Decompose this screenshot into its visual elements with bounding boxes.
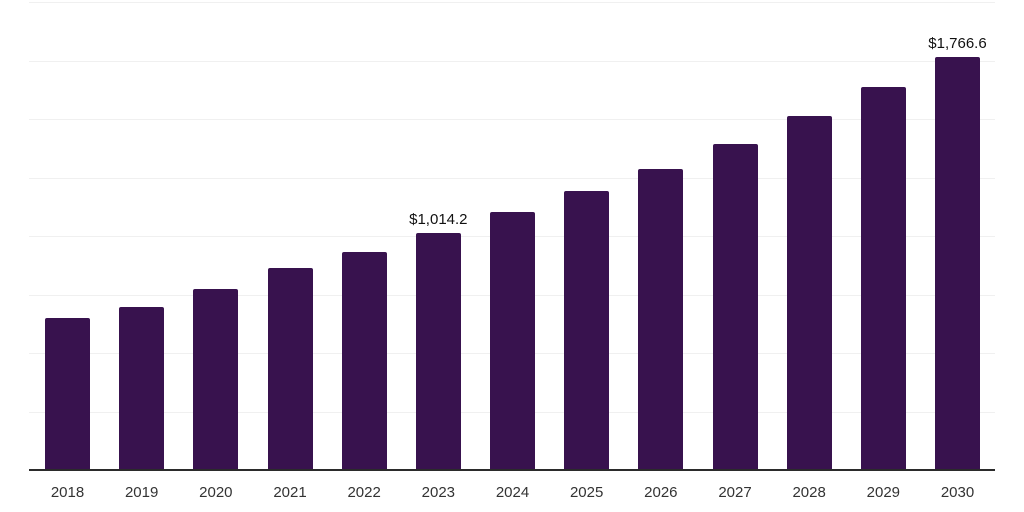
x-tick-label-2019: 2019 [124,484,159,501]
gridline-2000 [29,2,995,3]
gridline-1750 [29,61,995,62]
x-tick-label-2027: 2027 [718,484,752,501]
bar-2022 [341,251,387,470]
bar-2023 [415,232,461,470]
x-tick-label-2028: 2028 [792,484,826,501]
bar-2019 [119,306,165,470]
data-label-2030: $1,766.6 [928,34,987,52]
x-tick-label-2018: 2018 [50,484,85,501]
x-tick-label-2021: 2021 [273,484,307,501]
x-tick-label-2023: 2023 [421,484,456,501]
bar-2024 [490,211,535,470]
x-tick-label-2022: 2022 [347,484,381,501]
bar-2027 [712,143,758,470]
bar-2025 [564,191,610,470]
gridline-1500 [29,119,995,120]
x-axis-line [29,469,995,471]
bar-2028 [786,116,832,470]
bar-2021 [267,268,313,470]
x-tick-label-2026: 2026 [644,484,678,501]
gridline-1250 [29,178,995,179]
bar-2026 [638,168,684,470]
x-tick-label-2025: 2025 [569,484,604,501]
bar-2018 [45,317,90,470]
bar-2020 [193,289,239,470]
bar-2029 [860,87,906,470]
bar-2030 [935,56,980,470]
x-tick-label-2024: 2024 [495,484,530,501]
data-label-2023: $1,014.2 [409,210,468,228]
x-tick-label-2029: 2029 [866,484,901,501]
x-tick-label-2020: 2020 [199,484,233,501]
x-tick-label-2030: 2030 [940,484,975,501]
